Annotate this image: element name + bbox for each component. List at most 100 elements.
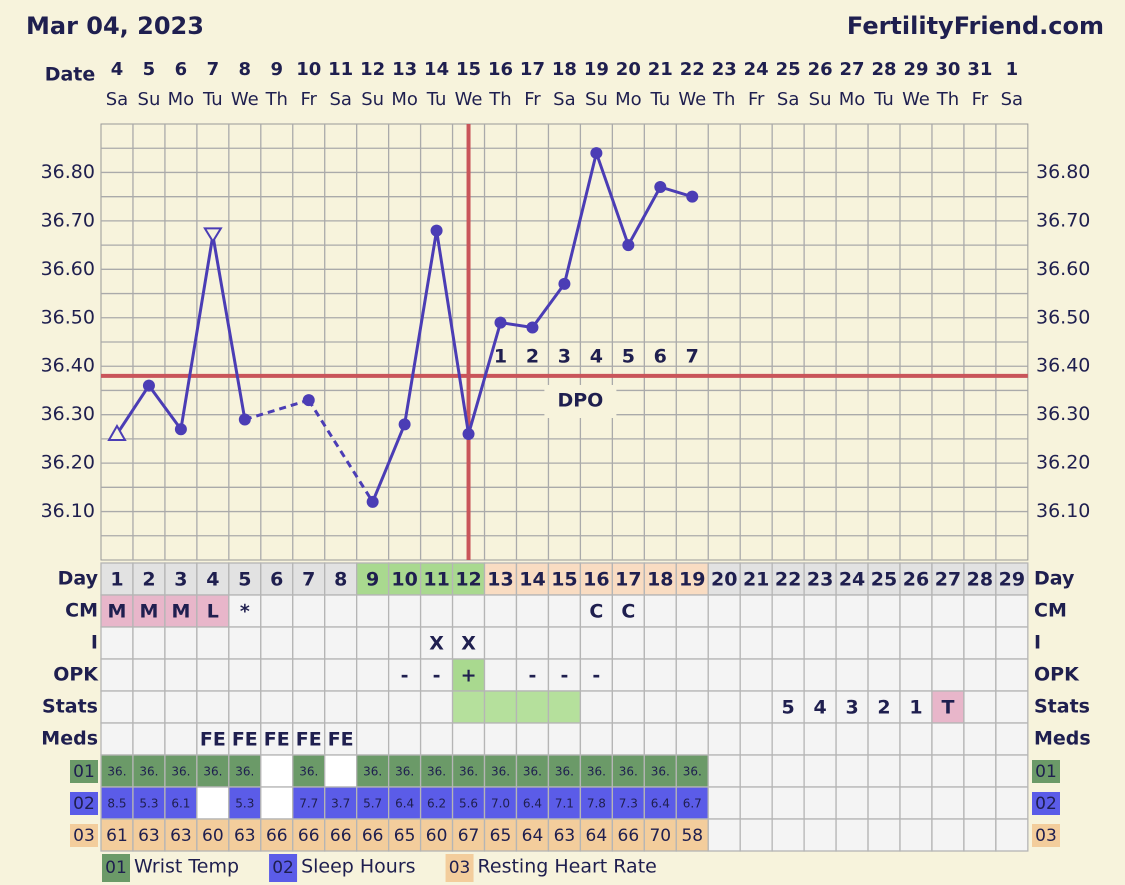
y-tick-label: 36.30 xyxy=(41,403,95,425)
date-label: 20 xyxy=(616,59,641,80)
temperature-point xyxy=(654,180,667,193)
table-cell xyxy=(515,754,550,788)
cell-text: FE xyxy=(264,729,290,751)
table-cell xyxy=(995,818,1029,852)
table-cell xyxy=(228,594,262,628)
weekday-label: Mo xyxy=(839,89,866,110)
row-label: 03 xyxy=(73,826,95,846)
table-cell xyxy=(739,658,773,692)
table-cell xyxy=(899,690,933,724)
table-cell xyxy=(100,626,134,660)
cell-text: 11 xyxy=(423,569,449,591)
date-label: 26 xyxy=(808,59,833,80)
table-cell xyxy=(771,722,805,756)
table-cell xyxy=(547,562,582,596)
row-label-right: 03 xyxy=(1035,826,1057,846)
cell-text: 7.1 xyxy=(555,797,574,811)
table-cell xyxy=(611,690,645,724)
weekday-label: Mo xyxy=(168,89,195,110)
cell-text: 2 xyxy=(877,697,890,719)
table-cell xyxy=(611,722,645,756)
table-cell xyxy=(196,690,230,724)
cell-text: 8.5 xyxy=(107,797,126,811)
table-cell xyxy=(483,786,518,820)
y-tick-label-right: 36.30 xyxy=(1036,403,1090,425)
table-cell xyxy=(867,786,901,820)
date-label: 29 xyxy=(903,59,928,80)
cell-text: FE xyxy=(232,729,258,751)
cell-text: 66 xyxy=(266,826,288,846)
cell-text: 36. xyxy=(619,765,638,779)
gap-bridge xyxy=(307,399,374,503)
weekday-label: Fr xyxy=(972,89,989,110)
cell-text: 70 xyxy=(649,826,671,846)
weekday-label: Th xyxy=(488,89,511,110)
table-cell xyxy=(547,626,582,660)
y-tick-label-right: 36.50 xyxy=(1036,306,1090,328)
table-cell xyxy=(196,626,230,660)
cell-text: 10 xyxy=(391,569,417,591)
table-cell xyxy=(579,626,614,660)
table-cell xyxy=(419,722,454,756)
table-cell xyxy=(419,818,454,852)
table-cell xyxy=(963,722,997,756)
table-cell xyxy=(931,594,965,628)
cell-text: - xyxy=(592,665,600,687)
table-cell xyxy=(260,594,294,628)
table-cell xyxy=(451,594,486,628)
weekday-label: We xyxy=(455,89,483,110)
cell-text: 14 xyxy=(519,569,545,591)
date-label: 1 xyxy=(1006,59,1019,80)
cell-text: 2 xyxy=(142,569,155,591)
legend-badge xyxy=(269,854,298,882)
cell-text: 22 xyxy=(775,569,801,591)
table-cell xyxy=(387,594,422,628)
table-cell xyxy=(611,626,645,660)
cell-text: M xyxy=(171,601,190,623)
table-cell xyxy=(931,786,965,820)
table-cell xyxy=(419,690,454,724)
table-cell xyxy=(739,626,773,660)
table-cell xyxy=(547,722,582,756)
table-cell xyxy=(419,754,454,788)
cell-text: 36. xyxy=(587,765,606,779)
table-cell xyxy=(515,722,550,756)
row-label: 01 xyxy=(73,762,95,782)
temperature-point xyxy=(686,190,699,203)
date-label: 8 xyxy=(239,59,252,80)
date-label: 15 xyxy=(456,59,481,80)
table-cell xyxy=(515,786,550,820)
cell-text: * xyxy=(240,601,250,623)
table-cell xyxy=(803,626,837,660)
table-cell xyxy=(324,658,358,692)
table-cell xyxy=(324,690,358,724)
weekday-label: We xyxy=(902,89,930,110)
cell-text: 6.4 xyxy=(395,797,414,811)
table-cell xyxy=(483,594,518,628)
y-tick-label-right: 36.80 xyxy=(1036,161,1090,183)
temperature-point xyxy=(302,394,315,407)
table-cell xyxy=(835,690,869,724)
table-cell xyxy=(963,818,997,852)
legend-label: Resting Heart Rate xyxy=(478,856,657,878)
table-cell xyxy=(771,786,805,820)
cell-text: FE xyxy=(296,729,322,751)
table-cell xyxy=(324,562,358,596)
dpo-number: 1 xyxy=(494,346,507,368)
y-tick-label-right: 36.10 xyxy=(1036,500,1090,522)
cell-text: 64 xyxy=(522,826,544,846)
cell-text: 7.3 xyxy=(619,797,638,811)
table-cell xyxy=(643,754,677,788)
cell-text: 36. xyxy=(427,765,446,779)
dpo-number: 4 xyxy=(590,346,603,368)
table-cell xyxy=(899,562,933,596)
table-cell xyxy=(196,818,230,852)
cell-text: 1 xyxy=(110,569,123,591)
table-cell xyxy=(931,626,965,660)
table-cell xyxy=(132,786,166,820)
dpo-number: 2 xyxy=(526,346,539,368)
table-cell xyxy=(228,690,262,724)
row-label: OPK xyxy=(53,664,99,686)
legend-badge-text: 02 xyxy=(272,858,294,878)
temperature-point xyxy=(622,239,635,252)
